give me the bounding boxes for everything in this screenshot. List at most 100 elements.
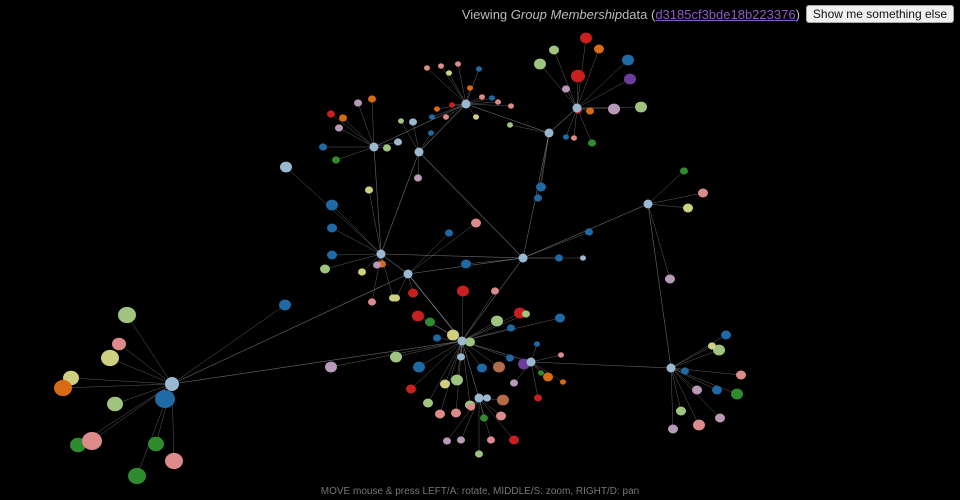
- graph-node[interactable]: [680, 167, 688, 175]
- graph-node[interactable]: [451, 408, 461, 418]
- graph-node[interactable]: [423, 398, 433, 408]
- graph-node[interactable]: [489, 95, 495, 101]
- graph-node[interactable]: [676, 406, 686, 416]
- graph-node[interactable]: [101, 349, 119, 367]
- graph-node[interactable]: [480, 414, 488, 422]
- graph-node[interactable]: [580, 255, 586, 261]
- graph-node[interactable]: [335, 124, 343, 132]
- graph-node[interactable]: [681, 367, 689, 375]
- graph-node[interactable]: [555, 313, 565, 323]
- graph-node[interactable]: [495, 99, 501, 105]
- graph-node[interactable]: [507, 324, 515, 332]
- graph-node[interactable]: [580, 32, 592, 44]
- graph-node[interactable]: [451, 374, 463, 386]
- graph-node[interactable]: [713, 344, 725, 356]
- graph-node[interactable]: [457, 353, 465, 361]
- graph-node[interactable]: [455, 61, 461, 67]
- graph-node[interactable]: [320, 264, 330, 274]
- graph-node[interactable]: [668, 424, 678, 434]
- graph-node[interactable]: [440, 379, 450, 389]
- graph-node[interactable]: [392, 294, 400, 302]
- graph-node[interactable]: [731, 388, 743, 400]
- graph-node[interactable]: [398, 118, 404, 124]
- graph-node[interactable]: [624, 73, 636, 85]
- graph-hub-node[interactable]: [461, 99, 471, 109]
- graph-hub-node[interactable]: [403, 269, 413, 279]
- graph-node[interactable]: [424, 65, 430, 71]
- graph-node[interactable]: [390, 351, 402, 363]
- graph-node[interactable]: [509, 435, 519, 445]
- show-something-else-button[interactable]: Show me something else: [805, 5, 954, 23]
- graph-node[interactable]: [461, 259, 471, 269]
- graph-node[interactable]: [571, 69, 585, 83]
- graph-node[interactable]: [487, 436, 495, 444]
- graph-node[interactable]: [585, 228, 593, 236]
- graph-node[interactable]: [715, 413, 725, 423]
- graph-node[interactable]: [118, 306, 136, 324]
- graph-nodes[interactable]: [54, 32, 746, 485]
- graph-node[interactable]: [327, 110, 335, 118]
- graph-node[interactable]: [447, 329, 459, 341]
- graph-node[interactable]: [332, 156, 340, 164]
- graph-node[interactable]: [635, 101, 647, 113]
- graph-node[interactable]: [279, 299, 291, 311]
- graph-node[interactable]: [408, 288, 418, 298]
- graph-hub-node[interactable]: [457, 336, 467, 346]
- graph-node[interactable]: [429, 114, 435, 120]
- graph-hub-node[interactable]: [526, 357, 536, 367]
- graph-node[interactable]: [665, 274, 675, 284]
- graph-node[interactable]: [107, 396, 123, 412]
- graph-node[interactable]: [471, 218, 481, 228]
- graph-hub-node[interactable]: [414, 147, 424, 157]
- graph-node[interactable]: [368, 298, 376, 306]
- graph-node[interactable]: [563, 134, 569, 140]
- graph-node[interactable]: [438, 63, 444, 69]
- graph-node[interactable]: [698, 188, 708, 198]
- graph-node[interactable]: [549, 45, 559, 55]
- graph-node[interactable]: [712, 385, 722, 395]
- graph-node[interactable]: [465, 337, 475, 347]
- graph-node[interactable]: [491, 287, 499, 295]
- graph-node[interactable]: [692, 385, 702, 395]
- graph-node[interactable]: [473, 114, 479, 120]
- graph-node[interactable]: [365, 186, 373, 194]
- graph-node[interactable]: [449, 102, 455, 108]
- graph-node[interactable]: [435, 409, 445, 419]
- graph-node[interactable]: [409, 118, 417, 126]
- graph-node[interactable]: [467, 403, 475, 411]
- graph-node[interactable]: [443, 114, 449, 120]
- graph-node[interactable]: [560, 379, 566, 385]
- graph-node[interactable]: [327, 223, 337, 233]
- graph-node[interactable]: [562, 85, 570, 93]
- graph-node[interactable]: [165, 452, 183, 470]
- graph-node[interactable]: [708, 342, 716, 350]
- graph-node[interactable]: [536, 182, 546, 192]
- graph-hub-node[interactable]: [376, 249, 386, 259]
- graph-node[interactable]: [476, 66, 482, 72]
- graph-node[interactable]: [445, 229, 453, 237]
- graph-node[interactable]: [457, 285, 469, 297]
- graph-node[interactable]: [394, 138, 402, 146]
- graph-node[interactable]: [54, 379, 72, 397]
- graph-node[interactable]: [406, 384, 416, 394]
- graph-node[interactable]: [543, 372, 553, 382]
- graph-node[interactable]: [608, 103, 620, 115]
- graph-node[interactable]: [586, 107, 594, 115]
- graph-node[interactable]: [497, 394, 509, 406]
- graph-node[interactable]: [373, 261, 381, 269]
- graph-node[interactable]: [510, 379, 518, 387]
- graph-node[interactable]: [128, 467, 146, 485]
- graph-node[interactable]: [443, 437, 451, 445]
- graph-node[interactable]: [571, 135, 577, 141]
- graph-node[interactable]: [493, 361, 505, 373]
- graph-node[interactable]: [412, 310, 424, 322]
- graph-node[interactable]: [693, 419, 705, 431]
- graph-node[interactable]: [457, 436, 465, 444]
- graph-node[interactable]: [483, 394, 491, 402]
- graph-node[interactable]: [428, 130, 434, 136]
- graph-node[interactable]: [507, 122, 513, 128]
- graph-node[interactable]: [534, 194, 542, 202]
- graph-node[interactable]: [721, 330, 731, 340]
- graph-node[interactable]: [594, 44, 604, 54]
- graph-node[interactable]: [538, 370, 544, 376]
